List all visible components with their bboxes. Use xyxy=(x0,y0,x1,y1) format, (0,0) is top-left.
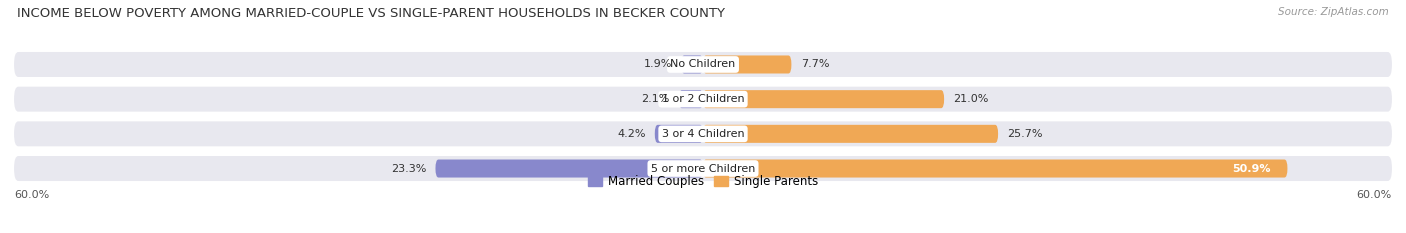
Text: 21.0%: 21.0% xyxy=(953,94,988,104)
Text: 50.9%: 50.9% xyxy=(1232,164,1270,174)
FancyBboxPatch shape xyxy=(14,87,1392,112)
FancyBboxPatch shape xyxy=(703,90,945,108)
FancyBboxPatch shape xyxy=(703,125,998,143)
Text: 3 or 4 Children: 3 or 4 Children xyxy=(662,129,744,139)
FancyBboxPatch shape xyxy=(703,55,792,73)
Text: 25.7%: 25.7% xyxy=(1007,129,1043,139)
Text: 4.2%: 4.2% xyxy=(617,129,645,139)
Text: INCOME BELOW POVERTY AMONG MARRIED-COUPLE VS SINGLE-PARENT HOUSEHOLDS IN BECKER : INCOME BELOW POVERTY AMONG MARRIED-COUPL… xyxy=(17,7,725,20)
Text: Source: ZipAtlas.com: Source: ZipAtlas.com xyxy=(1278,7,1389,17)
Text: 5 or more Children: 5 or more Children xyxy=(651,164,755,174)
Text: 23.3%: 23.3% xyxy=(391,164,426,174)
Text: 60.0%: 60.0% xyxy=(1357,190,1392,200)
Text: 7.7%: 7.7% xyxy=(800,59,830,69)
FancyBboxPatch shape xyxy=(14,156,1392,181)
FancyBboxPatch shape xyxy=(679,90,703,108)
Text: 1.9%: 1.9% xyxy=(644,59,672,69)
Text: 1 or 2 Children: 1 or 2 Children xyxy=(662,94,744,104)
FancyBboxPatch shape xyxy=(681,55,703,73)
Text: 2.1%: 2.1% xyxy=(641,94,669,104)
Text: 60.0%: 60.0% xyxy=(14,190,49,200)
Legend: Married Couples, Single Parents: Married Couples, Single Parents xyxy=(583,170,823,193)
FancyBboxPatch shape xyxy=(655,125,703,143)
FancyBboxPatch shape xyxy=(436,160,703,178)
FancyBboxPatch shape xyxy=(14,52,1392,77)
Text: No Children: No Children xyxy=(671,59,735,69)
FancyBboxPatch shape xyxy=(703,160,1288,178)
FancyBboxPatch shape xyxy=(14,121,1392,146)
